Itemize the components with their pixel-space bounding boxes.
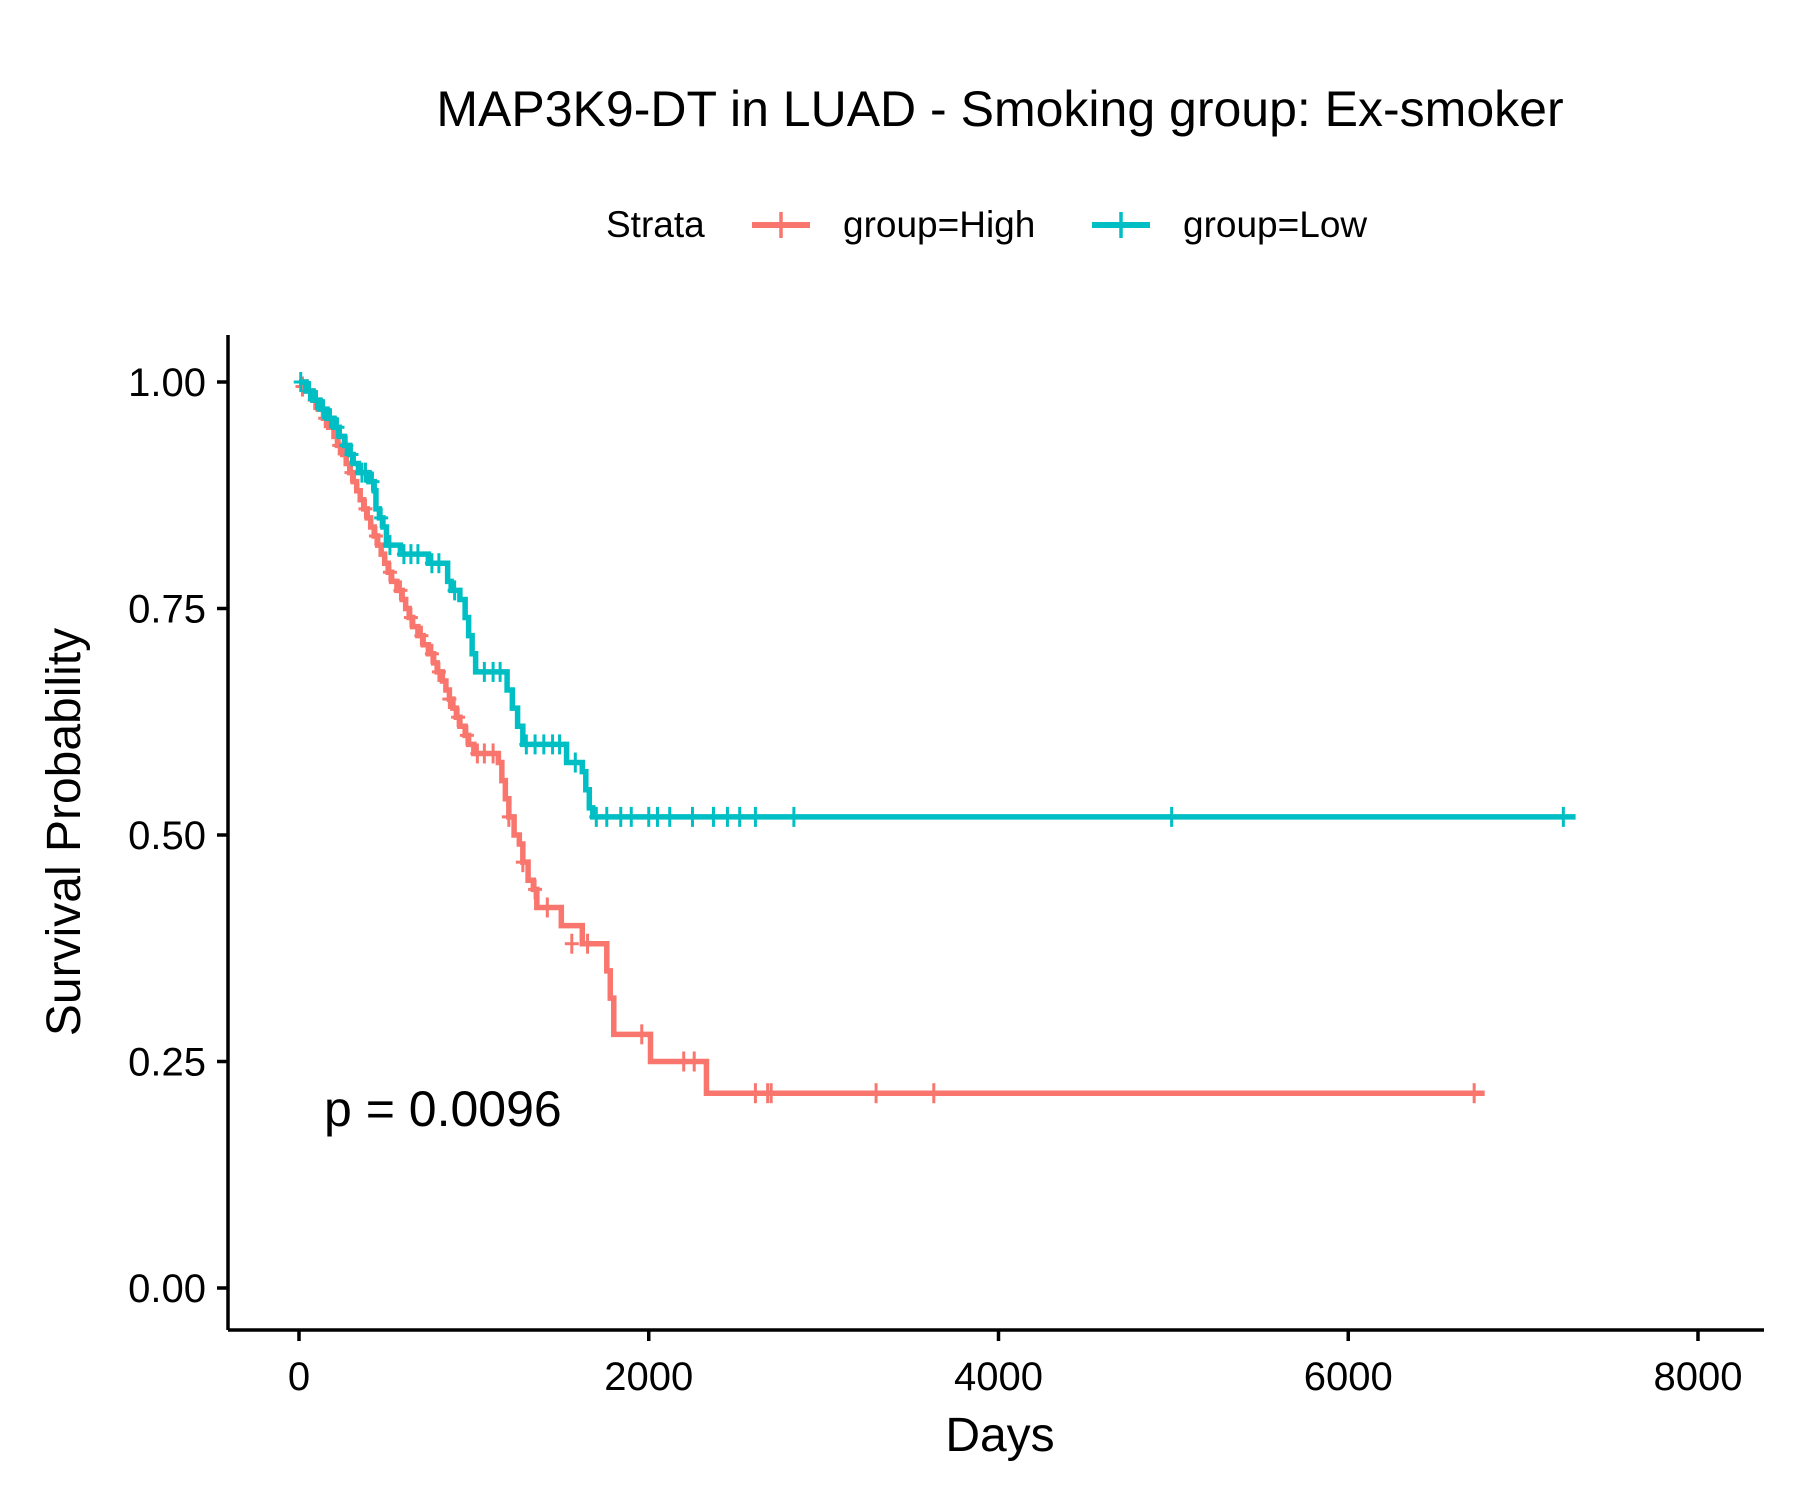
series-group	[293, 372, 1576, 827]
series-group	[295, 376, 1485, 1104]
y-tick-label: 0.75	[128, 588, 206, 632]
legend-title: Strata	[606, 204, 705, 245]
x-tick-label: 6000	[1304, 1355, 1393, 1399]
legend-entry: group=High	[752, 204, 1035, 245]
survival-curve	[299, 379, 1576, 820]
plot-series	[293, 372, 1576, 1104]
y-tick-label: 1.00	[128, 361, 206, 405]
y-axis-label: Survival Probability	[38, 628, 91, 1036]
legend-label: group=High	[843, 204, 1035, 245]
legend-label: group=Low	[1183, 204, 1367, 245]
axes: 0.00 0.25 0.50 0.75 1.00 0 2000 4000 6000 8000	[128, 335, 1764, 1399]
legend-entries: group=High group=Low	[752, 204, 1367, 245]
legend: Strata group=High group=Low	[606, 204, 1367, 245]
legend-entry: group=Low	[1092, 204, 1367, 245]
x-tick-label: 4000	[954, 1355, 1043, 1399]
x-tick-label: 2000	[604, 1355, 693, 1399]
x-axis-label: Days	[945, 1409, 1054, 1462]
y-tick-label: 0.00	[128, 1267, 206, 1311]
x-tick-label: 0	[288, 1355, 310, 1399]
chart-title: MAP3K9-DT in LUAD - Smoking group: Ex-sm…	[436, 81, 1563, 137]
x-ticks: 0 2000 4000 6000 8000	[288, 1330, 1743, 1399]
y-tick-label: 0.50	[128, 814, 206, 858]
y-ticks: 0.00 0.25 0.50 0.75 1.00	[128, 361, 228, 1311]
y-tick-label: 0.25	[128, 1041, 206, 1085]
x-tick-label: 8000	[1654, 1355, 1743, 1399]
p-value-annotation: p = 0.0096	[324, 1081, 562, 1137]
